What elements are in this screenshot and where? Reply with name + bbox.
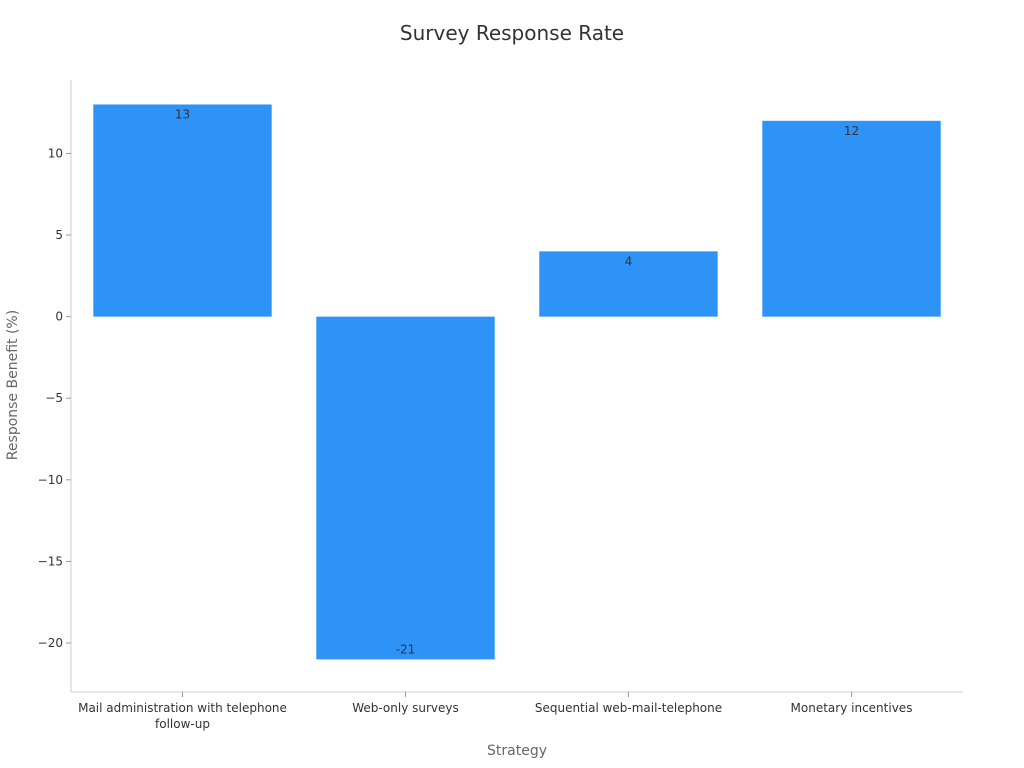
bar-value-label: -21 (396, 642, 416, 656)
x-tick-label: Monetary incentives (791, 701, 913, 715)
y-tick-label: 10 (48, 146, 63, 160)
data-labels: 13 -21 4 12 (175, 107, 859, 656)
bar (762, 120, 941, 317)
bar-value-label: 4 (625, 254, 633, 268)
x-tick-label-line: Sequential web-mail-telephone (535, 701, 722, 715)
x-tick-label: Sequential web-mail-telephone (535, 701, 722, 715)
x-axis: Mail administration with telephone follow… (71, 691, 963, 731)
chart-title: Survey Response Rate (400, 21, 624, 45)
y-axis-label: Response Benefit (%) (5, 310, 21, 460)
bar (316, 316, 495, 660)
bar (539, 251, 718, 317)
y-tick-label: −20 (38, 636, 63, 650)
x-tick-label-line: Monetary incentives (791, 701, 913, 715)
bar-value-label: 13 (175, 107, 190, 121)
x-tick-label-line: follow-up (155, 717, 210, 731)
y-tick-label: 0 (55, 310, 63, 324)
y-tick-label: 5 (55, 228, 63, 242)
y-tick-label: −5 (45, 391, 63, 405)
bar (93, 104, 272, 317)
bars (93, 104, 941, 660)
x-tick-label: Mail administration with telephone follow… (78, 701, 287, 731)
x-tick-label: Web-only surveys (352, 701, 459, 715)
y-axis: −20 −15 −10 −5 0 5 10 (38, 80, 72, 692)
x-tick-label-line: Mail administration with telephone (78, 701, 287, 715)
bar-value-label: 12 (844, 124, 859, 138)
y-tick-label: −10 (38, 473, 63, 487)
x-tick-label-line: Web-only surveys (352, 701, 459, 715)
y-tick-label: −15 (38, 554, 63, 568)
x-axis-label: Strategy (487, 743, 547, 759)
